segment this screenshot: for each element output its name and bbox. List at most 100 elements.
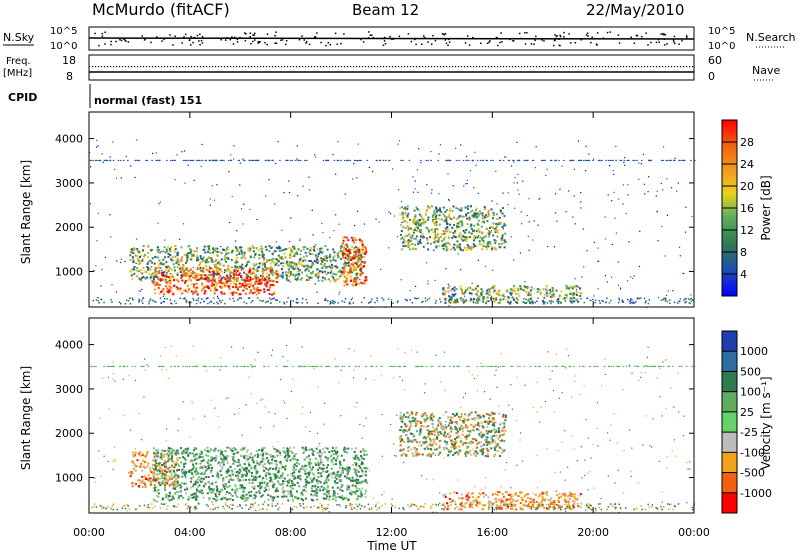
- nave-point: [257, 66, 259, 68]
- nsky-point: [663, 38, 666, 40]
- nave-point: [167, 66, 169, 68]
- range-cell: [343, 259, 346, 262]
- range-cell: [467, 288, 470, 291]
- range-cell: [517, 292, 520, 295]
- nsky-point: [275, 31, 277, 33]
- range-cell: [342, 242, 345, 245]
- scatter-point: [267, 159, 269, 162]
- range-cell: [131, 481, 134, 484]
- scatter-point: [320, 365, 322, 368]
- scatter-point: [229, 221, 231, 224]
- range-cell: [291, 484, 294, 487]
- range-cell: [569, 292, 572, 295]
- scatter-point: [435, 511, 437, 513]
- range-cell: [496, 218, 499, 221]
- range-cell: [248, 282, 251, 285]
- range-cell: [199, 257, 202, 260]
- scatter-point: [316, 365, 319, 368]
- range-cell: [551, 295, 554, 298]
- scatter-point: [673, 159, 676, 162]
- scatter-point: [372, 497, 374, 499]
- nave-point: [656, 66, 658, 68]
- nsky-point: [501, 41, 503, 43]
- scatter-point: [664, 300, 666, 302]
- range-cell: [312, 247, 315, 250]
- range-cell: [244, 497, 247, 500]
- scatter-point: [460, 269, 462, 271]
- nave-point: [638, 66, 640, 68]
- range-cell: [180, 494, 183, 497]
- scatter-point: [284, 481, 286, 483]
- nave-point: [662, 66, 664, 68]
- range-cell: [466, 208, 469, 211]
- scatter-point: [637, 482, 640, 484]
- scatter-point: [472, 448, 474, 450]
- range-cell: [312, 249, 315, 252]
- scatter-point: [165, 440, 167, 442]
- range-cell: [318, 488, 321, 491]
- range-cell: [310, 448, 313, 451]
- range-cell: [472, 243, 475, 246]
- range-cell: [193, 283, 196, 286]
- range-cell: [157, 477, 160, 480]
- range-cell: [406, 225, 409, 228]
- scatter-point: [503, 365, 505, 368]
- scatter-point: [115, 177, 118, 179]
- range-cell: [159, 481, 162, 484]
- range-cell: [151, 280, 154, 283]
- range-cell: [139, 268, 142, 271]
- range-cell: [215, 282, 218, 285]
- range-cell: [468, 217, 471, 220]
- range-cell: [317, 260, 320, 263]
- ground-cell: [296, 298, 298, 301]
- range-cell: [465, 249, 468, 252]
- scatter-point: [641, 159, 643, 162]
- scatter-point: [679, 159, 681, 162]
- range-cell: [243, 271, 246, 274]
- range-cell: [137, 263, 140, 266]
- scatter-point: [277, 141, 279, 143]
- scatter-point: [358, 365, 360, 368]
- range-cell: [230, 258, 233, 261]
- range-cell: [400, 237, 403, 240]
- range-cell: [295, 490, 298, 493]
- scatter-point: [119, 365, 121, 368]
- range-cell: [185, 268, 188, 271]
- range-cell: [186, 284, 189, 287]
- range-cell: [301, 271, 304, 274]
- range-cell: [241, 278, 244, 281]
- range-cell: [253, 281, 256, 284]
- range-cell: [196, 293, 199, 296]
- nave-point: [407, 66, 409, 68]
- ground-cell: [422, 300, 424, 303]
- range-cell: [441, 239, 444, 242]
- scatter-point: [513, 161, 515, 163]
- range-cell: [151, 463, 154, 466]
- range-cell: [190, 290, 193, 293]
- range-cell: [349, 280, 352, 283]
- range-cell: [166, 290, 169, 293]
- scatter-point: [223, 159, 225, 162]
- scatter-point: [216, 184, 218, 186]
- range-cell: [193, 271, 196, 274]
- range-cell: [156, 453, 159, 456]
- range-cell: [488, 235, 491, 238]
- scatter-point: [655, 195, 657, 197]
- nave-point: [143, 66, 145, 68]
- range-cell: [247, 275, 250, 278]
- ground-cell: [185, 299, 187, 301]
- range-cell: [152, 282, 155, 285]
- nave-point: [356, 66, 358, 68]
- nave-point: [542, 66, 544, 68]
- range-cell: [347, 259, 350, 262]
- ground-cell: [542, 301, 544, 303]
- ground-cell: [148, 300, 150, 303]
- scatter-point: [444, 389, 446, 391]
- nsky-point: [329, 43, 332, 46]
- scatter-point: [308, 189, 310, 191]
- range-cell: [473, 234, 476, 237]
- scatter-point: [660, 159, 663, 162]
- range-cell: [187, 470, 190, 473]
- scatter-point: [251, 159, 254, 162]
- scatter-point: [495, 369, 497, 371]
